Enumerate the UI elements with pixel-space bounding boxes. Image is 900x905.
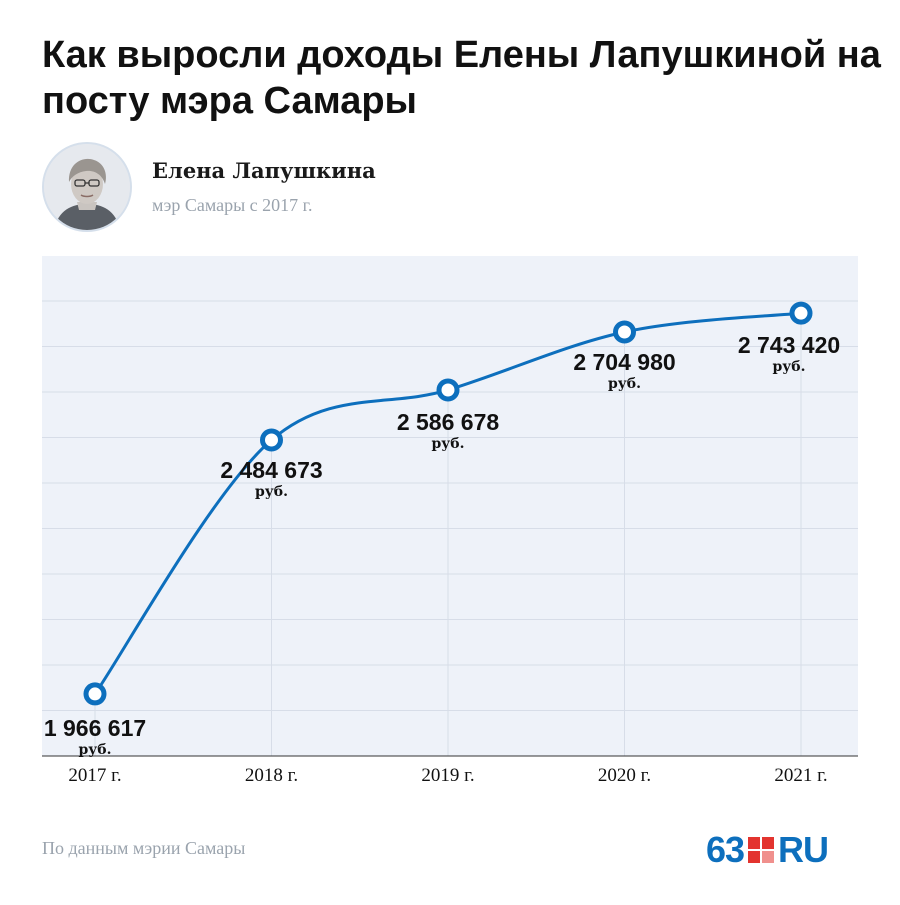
chart-title: Как выросли доходы Елены Лапушкиной на п… [42,34,881,122]
data-value-label: 2 743 420 [738,332,840,358]
x-tick-label: 2021 г. [774,765,827,786]
data-value-label: 2 484 673 [220,457,322,483]
data-unit-label: руб. [432,436,465,452]
data-point-marker [789,301,813,325]
data-point-marker [260,428,283,452]
source-note: По данным мэрии Самары [42,838,246,858]
logo-number: 63 [706,829,745,870]
x-tick-label: 2019 г. [421,765,474,786]
x-tick-label: 2020 г. [598,765,651,786]
x-tick-label: 2018 г. [245,765,298,786]
person-name: Елена Лапушкина [152,158,376,183]
logo-suffix: RU [778,829,829,870]
data-point-marker [613,320,636,344]
site-logo: 63 RU [706,829,829,870]
data-point-marker [83,682,107,706]
data-value-label: 2 704 980 [573,349,675,375]
x-tick-label: 2017 г. [68,765,121,786]
data-unit-label: руб. [255,484,288,500]
data-unit-label: руб. [773,359,806,375]
data-value-label: 2 586 678 [397,409,500,435]
logo-squares-icon [748,837,775,863]
portrait-icon [44,144,130,230]
person-role: мэр Самары с 2017 г. [152,195,313,215]
data-value-label: 1 966 617 [44,715,146,741]
data-unit-label: руб. [79,742,112,758]
series-line [93,311,802,695]
data-unit-label: руб. [608,376,641,392]
portrait-avatar [42,142,132,232]
data-point-marker [436,378,460,402]
plot-background [42,256,858,756]
